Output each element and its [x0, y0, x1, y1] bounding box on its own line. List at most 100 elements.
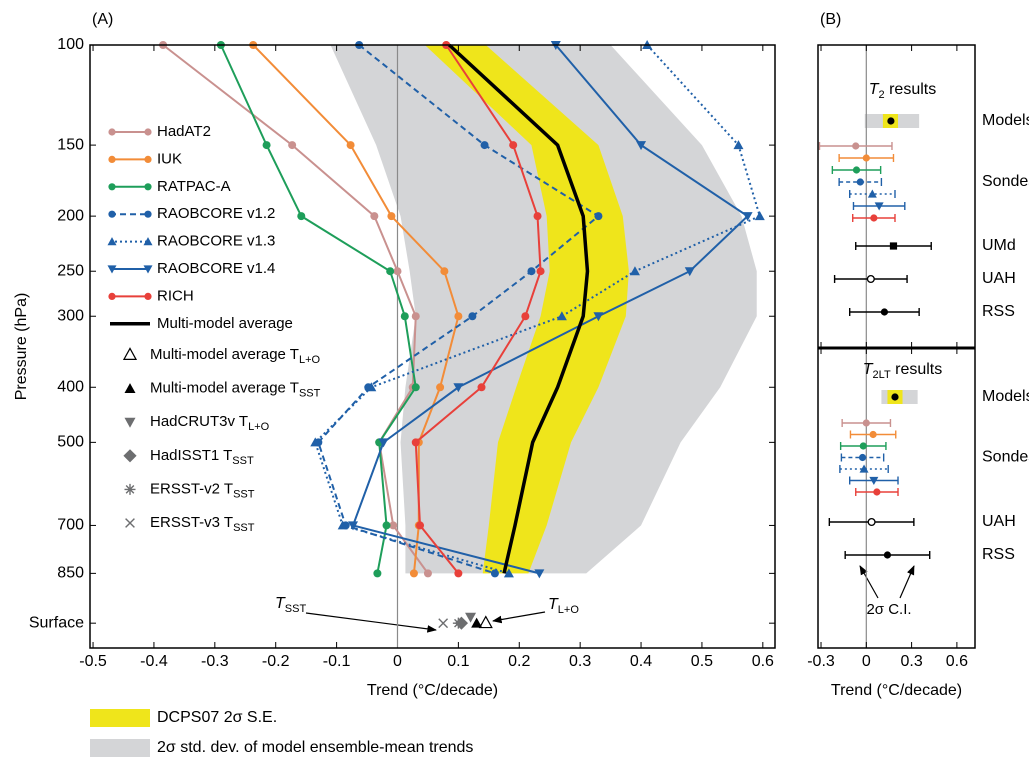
- series-line: [448, 43, 590, 574]
- legend-label: RAOBCORE v1.2: [157, 205, 275, 222]
- band: [424, 45, 629, 574]
- marker: [452, 617, 464, 629]
- x-axis-title: Trend (°C/decade): [367, 682, 498, 699]
- x-axis-title: Trend (°C/decade): [831, 682, 962, 699]
- legend-marker: [107, 265, 117, 274]
- y-axis-title: Pressure (hPa): [13, 293, 30, 401]
- marker: [288, 141, 297, 150]
- marker: [636, 141, 647, 151]
- marker: [556, 311, 567, 321]
- marker: [852, 142, 860, 150]
- marker: [862, 154, 870, 162]
- row-label: RSS: [982, 303, 1015, 320]
- marker: [684, 267, 695, 277]
- marker: [859, 464, 869, 473]
- x-tick-label: 0.6: [752, 653, 774, 670]
- marker: [867, 189, 877, 198]
- marker: [389, 521, 398, 530]
- marker: [754, 211, 765, 221]
- marker: [521, 312, 530, 321]
- y-tick-label: 850: [57, 565, 84, 582]
- marker: [346, 141, 355, 150]
- marker: [393, 267, 402, 276]
- legend-marker: [124, 483, 136, 495]
- marker: [411, 438, 420, 447]
- y-tick-label: 150: [57, 136, 84, 153]
- y-tick-label: 100: [57, 36, 84, 53]
- legend-label: 2σ std. dev. of model ensemble-mean tren…: [157, 739, 473, 756]
- marker: [742, 212, 753, 222]
- x-tick-label: 0.2: [508, 653, 530, 670]
- legend-label: HadISST1 TSST: [150, 447, 254, 467]
- legend-swatch: [90, 709, 150, 727]
- marker: [310, 437, 321, 447]
- marker: [880, 308, 889, 316]
- x-tick-label: -0.4: [140, 653, 168, 670]
- x-tick-label: 0.4: [630, 653, 652, 670]
- legend-marker: [143, 237, 153, 246]
- legend-marker: [144, 210, 152, 218]
- row-label: Sondes: [982, 173, 1029, 190]
- x-tick-label: 0.3: [569, 653, 591, 670]
- marker: [378, 438, 389, 448]
- marker: [858, 453, 867, 462]
- marker: [262, 141, 271, 150]
- marker: [348, 521, 359, 531]
- marker: [593, 312, 604, 322]
- x-tick-label: -0.3: [201, 653, 229, 670]
- marker: [509, 141, 518, 150]
- legend-label: HadCRUT3v TL+O: [150, 413, 270, 433]
- annotation: TL+O: [548, 596, 579, 616]
- x-tick-label: 0: [862, 653, 871, 670]
- marker: [477, 383, 486, 392]
- arrow: [899, 565, 915, 599]
- text-part: T: [548, 596, 559, 613]
- text-part: T: [869, 81, 880, 98]
- text-part: HadISST1 T: [150, 447, 232, 464]
- text-part: 2: [879, 89, 885, 101]
- marker: [471, 617, 483, 628]
- x-tick-label: -0.2: [262, 653, 290, 670]
- marker: [536, 267, 545, 276]
- legend-marker: [108, 292, 116, 300]
- arrow: [492, 611, 546, 624]
- x-tick-label: 0: [393, 653, 402, 670]
- panel-title: T2 results: [869, 81, 936, 101]
- marker: [856, 178, 864, 186]
- legend-marker: [144, 155, 152, 163]
- marker: [533, 212, 542, 221]
- marker: [337, 520, 348, 530]
- text-part: SST: [232, 455, 254, 467]
- marker: [869, 476, 879, 485]
- panel-label: (A): [92, 11, 113, 28]
- legend-marker: [144, 292, 152, 300]
- marker: [629, 266, 640, 276]
- legend-marker: [108, 155, 116, 163]
- marker: [527, 267, 536, 276]
- legend-marker: [144, 128, 152, 136]
- row-label: UMd: [982, 237, 1016, 254]
- text-part: results: [885, 81, 937, 98]
- text-part: L+O: [558, 604, 580, 616]
- x-tick-label: 0.5: [691, 653, 713, 670]
- y-tick-label: 250: [57, 262, 84, 279]
- text-part: ERSST-v3 T: [150, 514, 233, 531]
- legend-swatch: [90, 739, 150, 757]
- text-part: Multi-model average T: [150, 346, 299, 363]
- panel-label: (B): [820, 11, 841, 28]
- marker: [870, 214, 878, 222]
- marker: [454, 312, 463, 321]
- text-part: results: [891, 361, 943, 378]
- legend-label: Multi-model average TSST: [150, 380, 321, 400]
- legend-marker: [125, 518, 135, 528]
- marker: [891, 393, 899, 401]
- marker: [454, 569, 463, 578]
- y-tick-label: 400: [57, 378, 84, 395]
- marker: [889, 242, 898, 250]
- marker: [411, 312, 420, 321]
- text-part: 2LT: [873, 369, 891, 381]
- marker: [416, 521, 425, 530]
- row-label: RSS: [982, 546, 1015, 563]
- marker: [453, 383, 464, 393]
- marker: [400, 312, 409, 321]
